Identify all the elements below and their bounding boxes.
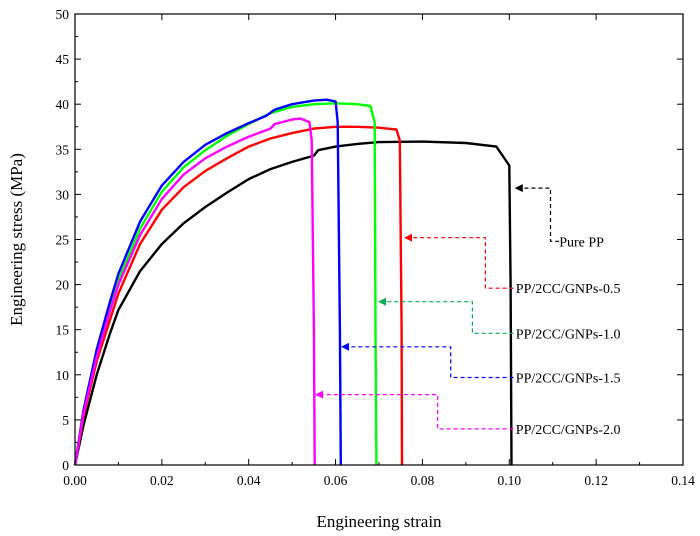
y-tick-label: 50 xyxy=(56,7,70,22)
series-line-pure-pp xyxy=(73,140,513,466)
annotation-layer: Pure PP PP/2CC/GNPs-0.5 PP/2CC/GNPs-1.0 PP/… xyxy=(315,184,621,438)
axis-layer: 0.00 0.02 0.04 0.06 0.08 0.10 0.12 0.14 0 5 10 15 20… xyxy=(56,7,696,488)
x-tick-label: 0.02 xyxy=(150,473,174,488)
series-label: PP/2CC/GNPs-1.5 xyxy=(516,372,621,387)
y-tick-label: 35 xyxy=(56,142,70,157)
x-tick-label: 0.04 xyxy=(237,473,261,488)
series-line-pp-2cc-gnps-1-0 xyxy=(73,102,378,466)
y-tick-label: 40 xyxy=(56,97,70,112)
x-tick-label: 0.06 xyxy=(324,473,348,488)
y-tick-label: 5 xyxy=(62,413,69,428)
annotation-arrow xyxy=(514,184,560,242)
y-tick-label: 15 xyxy=(56,323,70,338)
annotation-arrow xyxy=(315,390,514,430)
x-tick-label: 0.00 xyxy=(63,473,87,488)
y-tick-label: 20 xyxy=(56,278,70,293)
y-tick-label: 45 xyxy=(56,52,70,67)
x-tick-label: 0.14 xyxy=(671,473,695,488)
series-label: PP/2CC/GNPs-1.0 xyxy=(516,327,621,342)
y-tick-label: 10 xyxy=(56,368,70,383)
annotation-arrow xyxy=(341,342,514,379)
y-axis-title: Engineering stress (MPa) xyxy=(7,153,26,326)
series-line-pp-2cc-gnps-2-0 xyxy=(73,117,316,466)
series-line-pp-2cc-gnps-0-5 xyxy=(73,125,404,466)
series-label: PP/2CC/GNPs-0.5 xyxy=(516,282,621,297)
x-tick-label: 0.08 xyxy=(411,473,435,488)
x-tick-label: 0.12 xyxy=(584,473,608,488)
series-layer xyxy=(73,98,513,466)
series-label: Pure PP xyxy=(559,235,604,250)
y-tick-label: 30 xyxy=(56,187,70,202)
x-tick-label: 0.10 xyxy=(497,473,521,488)
series-label: PP/2CC/GNPs-2.0 xyxy=(516,423,621,438)
series-line-pp-2cc-gnps-1-5 xyxy=(73,98,342,466)
x-axis-title: Engineering strain xyxy=(316,512,442,531)
y-tick-label: 0 xyxy=(62,458,69,473)
annotation-arrow xyxy=(378,297,514,334)
annotation-arrow xyxy=(404,233,514,289)
y-tick-label: 25 xyxy=(56,233,70,248)
